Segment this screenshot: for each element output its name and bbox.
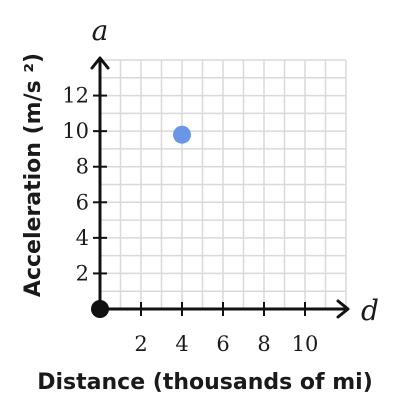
y-tick-label: 4	[76, 226, 89, 250]
x-axis-variable: d	[361, 294, 379, 327]
origin-point	[91, 300, 109, 318]
x-axis-arrow	[336, 299, 350, 319]
y-tick-label: 6	[76, 190, 89, 214]
y-axis-variable: a	[92, 14, 109, 47]
y-axis-arrow	[90, 56, 110, 70]
ticks: 2 4 6 8 10 2 4 6 8 10 12	[62, 84, 318, 356]
y-tick-label: 12	[62, 84, 89, 108]
axes	[90, 56, 350, 319]
y-tick-label: 10	[62, 119, 89, 143]
x-tick-label: 8	[257, 332, 270, 356]
x-tick-label: 6	[216, 332, 229, 356]
x-tick-label: 4	[175, 332, 188, 356]
y-axis-title: Acceleration (m/s ²)	[21, 53, 46, 297]
x-tick-label: 10	[292, 332, 319, 356]
data-point	[173, 125, 191, 144]
x-tick-label: 2	[134, 332, 147, 356]
marks	[91, 125, 191, 318]
y-tick-label: 2	[76, 261, 89, 285]
grid	[100, 59, 347, 309]
y-tick-label: 8	[76, 155, 89, 179]
x-axis-title: Distance (thousands of mi)	[37, 370, 373, 395]
